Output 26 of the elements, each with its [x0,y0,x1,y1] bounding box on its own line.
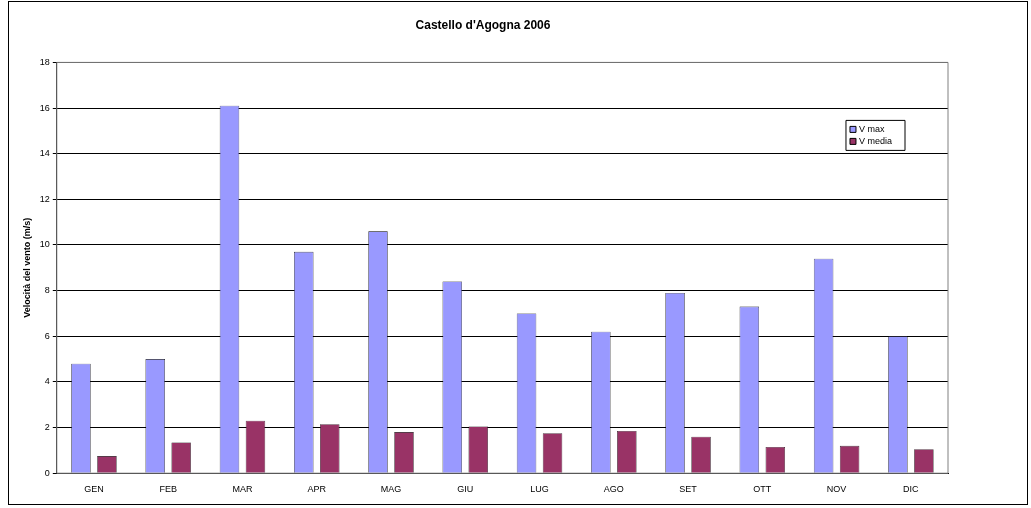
x-tick-label: AGO [603,484,624,495]
y-tick-label: 6 [44,330,50,341]
y-tick-label: 0 [44,467,50,478]
x-tick-label: SET [679,484,698,495]
y-axis-title: Velocità del vento (m/s) [21,217,32,318]
y-tick-label: 10 [39,239,50,250]
legend-label: V media [858,135,893,146]
y-tick-label: 18 [39,56,50,67]
x-tick-label: NOV [826,484,847,495]
y-tick-label: 12 [39,193,50,204]
x-tick-label: GIU [457,484,474,495]
x-tick-label: GEN [84,484,104,495]
y-tick-label: 8 [44,285,50,296]
x-tick-label: DIC [903,484,920,495]
x-tick-label: FEB [159,484,177,495]
y-tick-label: 14 [39,148,50,159]
x-tick-label: OTT [753,484,772,495]
y-tick-label: 16 [39,102,50,113]
chart-title: Castello d'Agogna 2006 [415,17,551,32]
x-tick-label: MAR [232,484,253,495]
y-tick-label: 2 [44,422,50,433]
x-tick-label: MAG [380,484,402,495]
y-tick-label: 4 [44,376,50,387]
x-tick-label: LUG [530,484,549,495]
legend-label: V max [858,123,885,134]
x-tick-label: APR [307,484,327,495]
